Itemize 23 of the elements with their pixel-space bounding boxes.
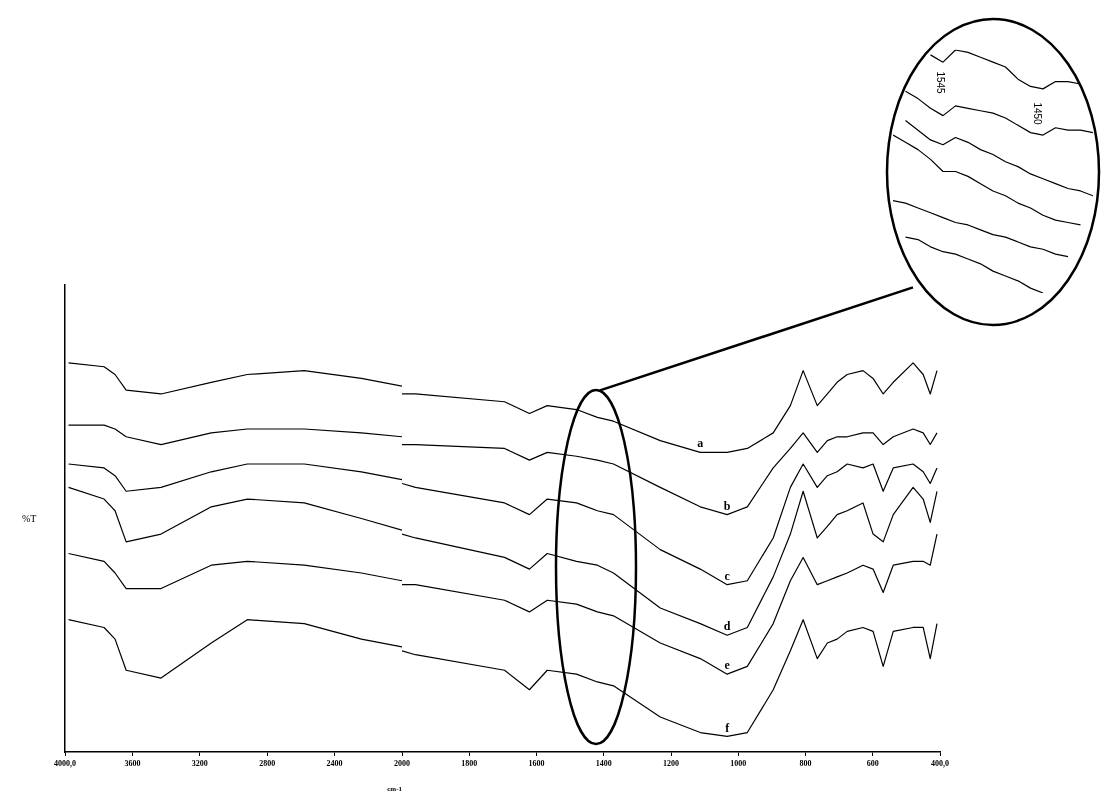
x-tick-label: 2800	[259, 758, 276, 768]
x-tick-label: 4000,0	[54, 758, 76, 768]
series-label: f	[725, 720, 731, 735]
x-tick-label: 800	[799, 758, 812, 768]
y-axis-title: %T	[22, 513, 37, 524]
series-label: d	[723, 619, 731, 634]
x-tick-label: 2000	[394, 758, 410, 768]
x-tick-label: 3200	[191, 758, 208, 768]
series-label: e	[724, 658, 731, 673]
x-tick-label: 3600	[124, 758, 141, 768]
x-tick-label: 2400	[326, 758, 343, 768]
series-label: c	[724, 568, 731, 583]
x-tick-label: 1000	[730, 758, 747, 768]
x-tick-label: 1400	[595, 758, 612, 768]
x-tick-label: 400,0	[931, 758, 949, 768]
annotation: 1545	[934, 70, 946, 94]
series-label: a	[697, 436, 704, 451]
x-tick-label: 1800	[461, 758, 478, 768]
x-tick-label: 1200	[663, 758, 679, 768]
annotation: 1450	[1031, 101, 1043, 125]
series-label: b	[723, 498, 731, 513]
x-tick-label: 600	[866, 758, 879, 768]
x-tick-label: 1600	[528, 758, 545, 768]
